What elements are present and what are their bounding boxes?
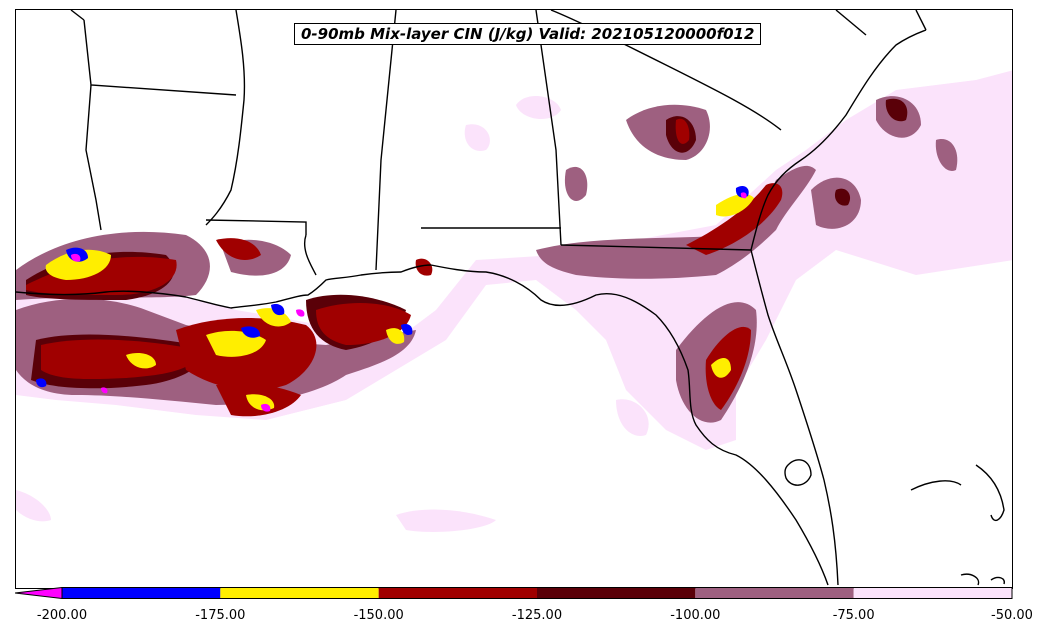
colorbar-bin bbox=[853, 587, 1012, 599]
tick-label: -50.00 bbox=[991, 608, 1033, 623]
colorbar-bin bbox=[220, 587, 379, 599]
map-panel: 0-90mb Mix-layer CIN (J/kg) Valid: 20210… bbox=[15, 9, 1013, 589]
colorbar-bin bbox=[62, 587, 221, 599]
colorbar-under-triangle bbox=[15, 587, 63, 599]
colorbar-bin bbox=[537, 587, 696, 599]
tick-label: -150.00 bbox=[353, 608, 404, 623]
map-canvas bbox=[16, 10, 1012, 586]
boundaries bbox=[16, 10, 1005, 586]
tick-label: -75.00 bbox=[832, 608, 875, 623]
colorbar bbox=[15, 587, 1013, 599]
tick-label: -100.00 bbox=[670, 608, 721, 623]
colorbar-bin bbox=[695, 587, 854, 599]
tick-label: -200.00 bbox=[36, 608, 88, 623]
tick-label: -125.00 bbox=[511, 608, 563, 623]
map-title: 0-90mb Mix-layer CIN (J/kg) Valid: 20210… bbox=[294, 23, 762, 45]
cin-field-magenta bbox=[71, 192, 747, 412]
cin-field-light bbox=[16, 70, 1012, 532]
tick-label: -175.00 bbox=[195, 608, 246, 623]
colorbar-bin bbox=[378, 587, 537, 599]
